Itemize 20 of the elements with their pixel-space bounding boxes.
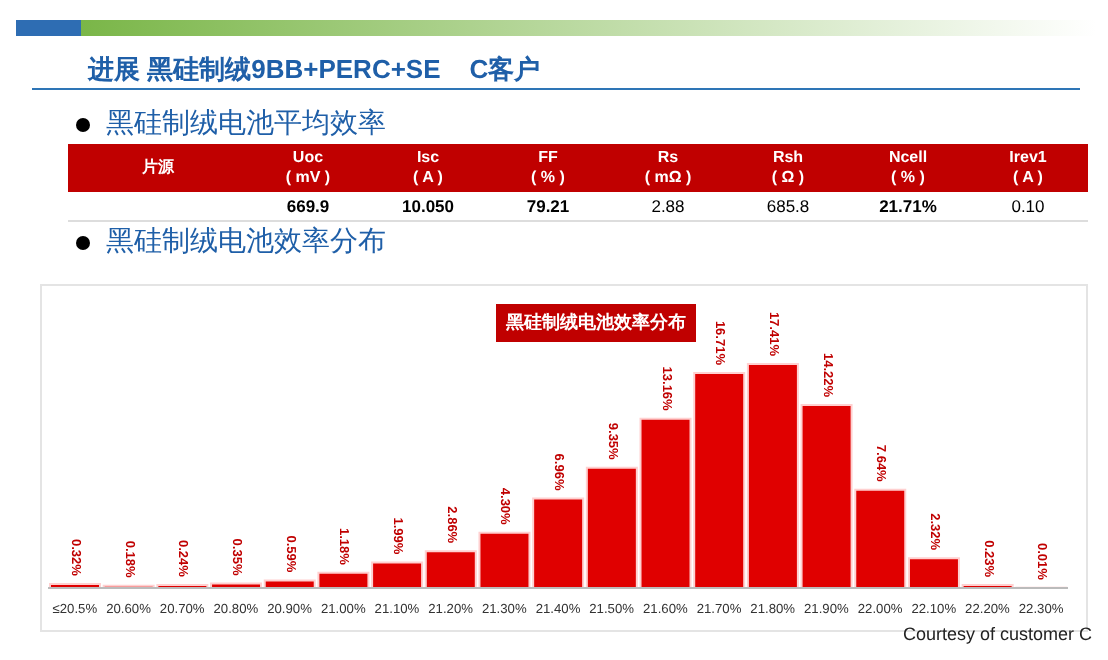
text: 669.9: [286, 196, 330, 216]
text: 10.050: [402, 196, 454, 216]
category-label: Rs ( mΩ ): [608, 144, 728, 192]
text: 79.21: [526, 196, 570, 216]
category-label: Irev1 ( A ): [968, 144, 1088, 192]
text: 进展 黑硅制绒9BB+PERC+SE C客户: [88, 52, 541, 88]
chart-subtitle: 黑硅制绒电池效率分布: [104, 224, 386, 260]
text: 黑硅制绒电池平均效率: [104, 106, 386, 142]
category-label: Rsh ( Ω ): [728, 144, 848, 192]
text: 2.88: [651, 196, 685, 216]
category-label: Isc ( A ): [368, 144, 488, 192]
category-label: 片源: [68, 144, 248, 192]
category-label: FF ( % ): [488, 144, 608, 192]
text: 21.71%: [879, 196, 937, 216]
category-label: Uoc ( mV ): [248, 144, 368, 192]
text: 685.8: [766, 196, 810, 216]
chart-title: 黑硅制绒电池效率分布: [496, 304, 696, 342]
text: Courtesy of customer C: [902, 624, 1092, 644]
text: 0.10: [1011, 196, 1045, 216]
category-label: Ncell ( % ): [848, 144, 968, 192]
